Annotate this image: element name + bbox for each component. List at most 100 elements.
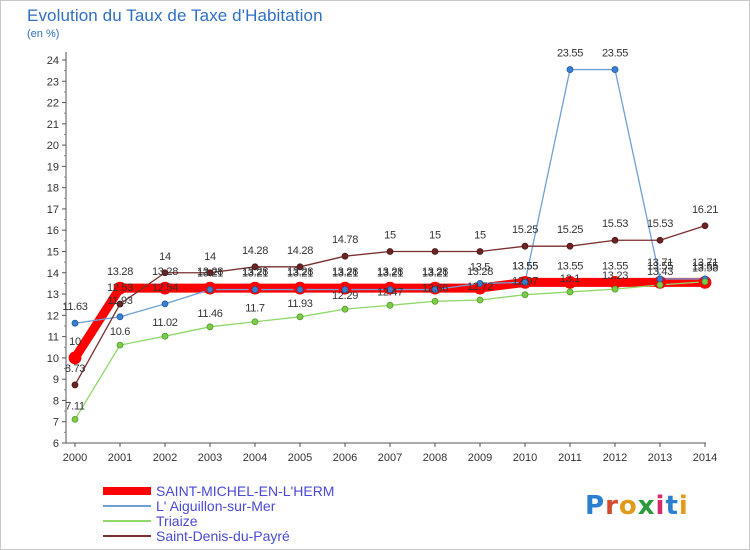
series-point-2 bbox=[701, 278, 709, 286]
series-point-2 bbox=[566, 288, 574, 296]
series-point-3 bbox=[566, 242, 574, 250]
data-label: 23.55 bbox=[557, 48, 583, 60]
data-label: 13.71 bbox=[647, 257, 673, 269]
series-point-1 bbox=[206, 286, 214, 293]
data-label: 10.6 bbox=[110, 326, 130, 338]
y-tick-label: 20 bbox=[47, 140, 59, 152]
data-label: 13.21 bbox=[332, 268, 358, 280]
data-label: 15.25 bbox=[557, 224, 583, 236]
x-tick-label: 2012 bbox=[603, 452, 627, 464]
series-point-1 bbox=[611, 66, 619, 73]
y-tick-label: 10 bbox=[47, 353, 59, 365]
data-label: 11.93 bbox=[287, 298, 312, 310]
data-label: 13.55 bbox=[512, 260, 538, 272]
series-point-3 bbox=[611, 236, 619, 244]
data-label: 13.23 bbox=[602, 270, 628, 282]
data-label: 23.55 bbox=[602, 48, 628, 60]
data-label: 13.28 bbox=[377, 266, 403, 278]
x-tick-label: 2006 bbox=[333, 452, 357, 464]
data-label: 13.5 bbox=[470, 261, 490, 273]
data-label: 12.53 bbox=[107, 282, 133, 294]
data-label: 13.1 bbox=[560, 273, 580, 285]
data-label: 11.46 bbox=[197, 308, 222, 320]
data-label: 13.71 bbox=[692, 257, 718, 269]
y-tick-label: 13 bbox=[47, 289, 59, 301]
data-label: 11.93 bbox=[107, 295, 132, 307]
logo-letter: t bbox=[665, 491, 679, 521]
legend-label: Saint-Denis-du-Payré bbox=[156, 528, 290, 544]
x-tick-label: 2009 bbox=[468, 452, 492, 464]
data-label: 13.21 bbox=[197, 268, 223, 280]
data-label: 13.55 bbox=[557, 260, 583, 272]
data-label: 15.25 bbox=[512, 224, 538, 236]
series-point-2 bbox=[476, 296, 484, 304]
data-label: 14 bbox=[159, 251, 171, 263]
series-point-1 bbox=[386, 286, 394, 293]
series-point-3 bbox=[521, 242, 529, 250]
data-label: 13.28 bbox=[467, 266, 493, 278]
data-label: 12.47 bbox=[377, 286, 403, 298]
series-point-2 bbox=[521, 291, 529, 299]
y-tick-label: 17 bbox=[47, 204, 59, 216]
y-tick-label: 8 bbox=[53, 395, 59, 407]
y-tick-label: 21 bbox=[47, 119, 59, 131]
data-label: 15 bbox=[429, 230, 441, 242]
y-tick-label: 22 bbox=[47, 98, 59, 110]
series-point-2 bbox=[431, 297, 439, 305]
logo-letter: P bbox=[585, 491, 606, 521]
data-label: 14.28 bbox=[242, 245, 268, 257]
data-label: 13.21 bbox=[242, 268, 268, 280]
series-point-2 bbox=[71, 415, 79, 423]
y-tick-label: 12 bbox=[47, 310, 59, 322]
data-label: 10 bbox=[69, 336, 81, 348]
data-label: 13.28 bbox=[197, 266, 223, 278]
logo-letter: o bbox=[618, 491, 638, 521]
data-label: 13.28 bbox=[332, 266, 358, 278]
data-label: 13.55 bbox=[512, 260, 538, 272]
y-tick-label: 14 bbox=[47, 268, 59, 280]
series-point-3 bbox=[296, 263, 304, 271]
x-tick-label: 2005 bbox=[288, 452, 312, 464]
data-label: 14.78 bbox=[332, 234, 358, 246]
data-label: 13.43 bbox=[647, 266, 673, 278]
proxiti-logo: Proxiti bbox=[585, 491, 689, 521]
data-label: 8.73 bbox=[65, 363, 85, 375]
series-point-0 bbox=[113, 281, 127, 295]
y-tick-label: 6 bbox=[53, 438, 59, 450]
data-label: 13.55 bbox=[692, 260, 718, 272]
data-label: 12.97 bbox=[512, 276, 538, 288]
y-tick-label: 16 bbox=[47, 225, 59, 237]
y-tick-label: 18 bbox=[47, 183, 59, 195]
data-label: 13.55 bbox=[602, 260, 628, 272]
data-label: 13.28 bbox=[422, 266, 448, 278]
series-point-3 bbox=[206, 269, 214, 277]
series-point-1 bbox=[476, 280, 484, 287]
series-point-2 bbox=[161, 332, 169, 340]
series-point-3 bbox=[476, 248, 484, 255]
series-point-2 bbox=[296, 313, 304, 321]
chart-title: Evolution du Taux de Taxe d'Habitation bbox=[27, 6, 323, 25]
data-label: 13.28 bbox=[107, 266, 133, 278]
data-label: 15 bbox=[474, 230, 486, 242]
logo-letter: i bbox=[678, 491, 689, 521]
series-point-3 bbox=[341, 252, 349, 260]
series-point-3 bbox=[116, 300, 124, 308]
series-point-1 bbox=[566, 66, 574, 73]
y-tick-label: 19 bbox=[47, 161, 59, 173]
x-tick-label: 2010 bbox=[513, 452, 537, 464]
data-label: 13.55 bbox=[647, 260, 673, 272]
data-label: 14.28 bbox=[287, 245, 313, 257]
series-point-3 bbox=[656, 236, 664, 244]
data-label: 16.21 bbox=[692, 204, 718, 216]
y-tick-label: 7 bbox=[53, 417, 59, 429]
data-label: 13.28 bbox=[287, 266, 313, 278]
x-tick-label: 2013 bbox=[648, 452, 672, 464]
series-point-3 bbox=[701, 222, 709, 230]
legend-label: Triaize bbox=[156, 513, 198, 529]
x-tick-label: 2007 bbox=[378, 452, 402, 464]
x-tick-label: 2002 bbox=[153, 452, 177, 464]
series-point-3 bbox=[431, 248, 439, 255]
data-label: 13.21 bbox=[377, 268, 403, 280]
series-point-2 bbox=[206, 323, 214, 331]
